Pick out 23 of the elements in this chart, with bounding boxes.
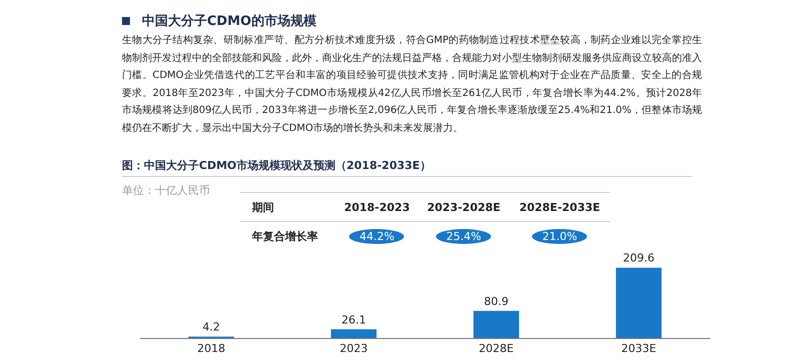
- bar: [616, 268, 662, 338]
- oval-badge: 44.2%: [349, 228, 404, 244]
- text: 年复合增长率: [240, 222, 336, 250]
- data-label: 209.6: [623, 252, 654, 265]
- text: 生物大分子结构复杂、研制标准严苛、配方分析技术难度升级，符合GMP的药物制造过程技术壁垒较高，制药企业难以完全掌控生物制剂开发过程中的全部技能和风险，此外，商业化生产的法规日益严格，合规能力对小型生物制剂研发服务供应商设立较高的准入门槛。CDMO企业凭借迭代的工艺平台和丰富的项目经验可提供技术支持，同时满足监管机构对于企业在产品质量、安全上的合规要求。2018年至2023年，中国大分子CDMO市场规模从42亿人民币增长至261亿人民币，年复合增长率为44.2%。预计2028年市场规模将达到809亿人民币，2033年将进一步增长至2,096亿人民币，年复合增长率逐渐放缓至25.4%和21.0%，但整体市场规模仍在不断扩大，显示出中国大分子CDMO市场的增长势头和未来发展潜力。: [122, 34, 702, 136]
- x-tick-label: 2018: [197, 342, 226, 356]
- x-tick-label: 2028E: [478, 342, 514, 356]
- x-tick-label: 2023: [340, 342, 368, 356]
- x-tick-label: 2033E: [621, 342, 656, 356]
- bar: [330, 329, 377, 338]
- bar: [473, 310, 520, 338]
- text: 期间: [240, 192, 336, 222]
- data-label: 4.2: [202, 320, 220, 334]
- chart-title: 图：中国大分子CDMO市场规模现状及预测（2018-2033E）: [122, 158, 692, 177]
- oval-badge: 21.0%: [532, 228, 588, 244]
- text: 中国大分子CDMO的市场规模: [142, 12, 316, 30]
- data-label: 80.9: [484, 294, 508, 308]
- text: 2028E-2033E: [509, 192, 610, 222]
- text: 2018-2023: [336, 192, 418, 222]
- text: 单位：十亿人民币: [122, 183, 210, 198]
- oval-badge: 25.4%: [436, 228, 492, 244]
- data-label: 26.1: [342, 313, 366, 326]
- text: 2023-2028E: [418, 192, 510, 222]
